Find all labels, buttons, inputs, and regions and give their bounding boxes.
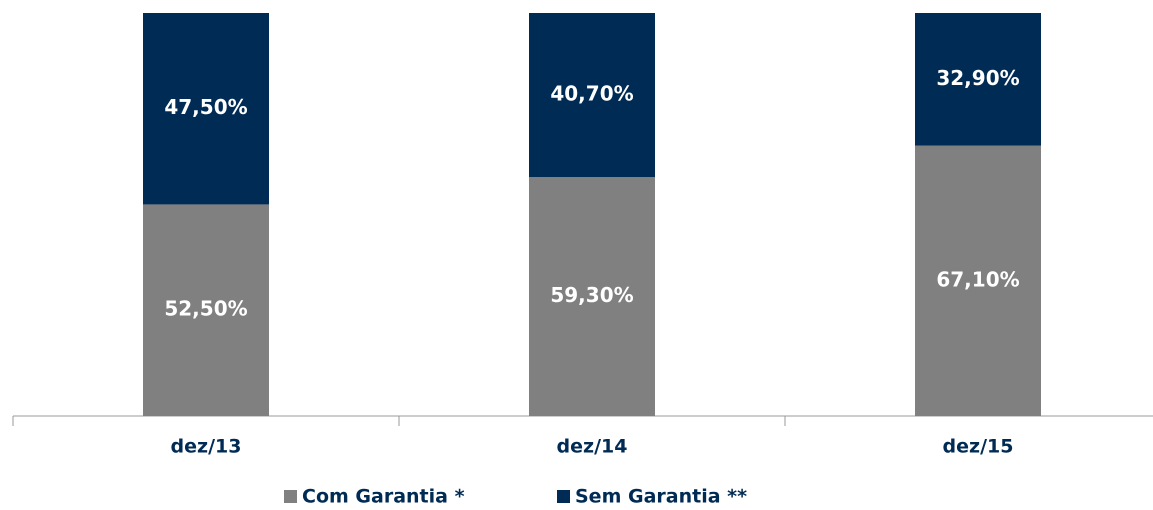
data-label: 52,50%	[164, 297, 247, 321]
x-tick-label: dez/13	[171, 436, 242, 458]
x-tick-label: dez/15	[943, 436, 1014, 458]
bar-segment	[529, 177, 655, 416]
bar-segment	[143, 13, 269, 205]
legend-label: Com Garantia *	[302, 486, 465, 508]
data-label: 32,90%	[936, 66, 1019, 90]
data-label: 67,10%	[936, 267, 1019, 291]
data-label: 40,70%	[550, 82, 633, 106]
legend-label: Sem Garantia **	[575, 486, 747, 508]
bar-segment	[915, 145, 1041, 416]
x-tick-label: dez/14	[557, 436, 628, 458]
bar-segment	[143, 204, 269, 416]
data-label: 59,30%	[550, 283, 633, 307]
legend-swatch	[557, 490, 570, 503]
bar-segment	[529, 13, 655, 178]
legend-swatch	[284, 490, 297, 503]
data-label: 47,50%	[164, 95, 247, 119]
bar-segment	[915, 13, 1041, 146]
